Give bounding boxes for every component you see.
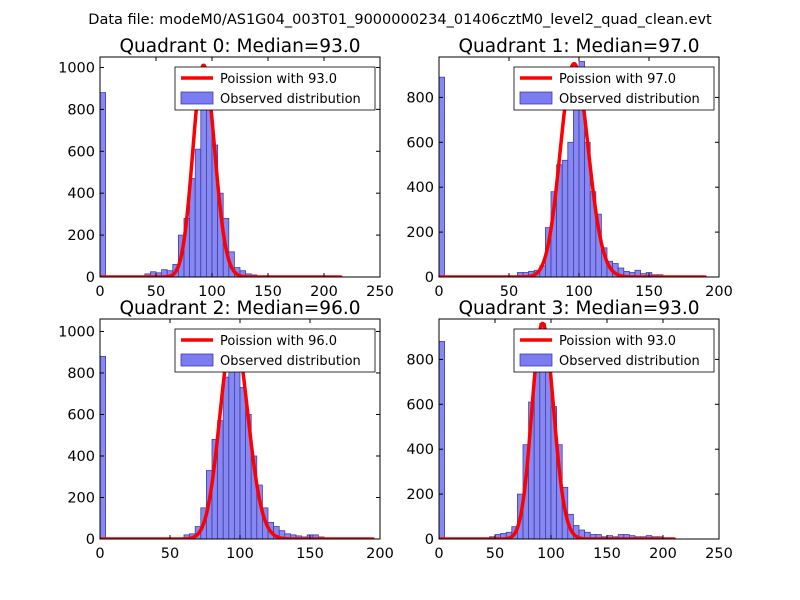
y-tick-label: 600 (406, 135, 434, 151)
y-tick-label: 800 (67, 102, 95, 118)
histogram-bar (233, 349, 241, 539)
y-tick-label: 600 (67, 144, 95, 160)
panel-title: Quadrant 1: Median=97.0 (458, 36, 699, 57)
histogram-bar (561, 159, 569, 277)
legend-bar-swatch (519, 353, 553, 367)
quadrant-0-panel: 0 50 100 150 200 250 0 200 400 600 800 1000 Quadrant… (58, 36, 394, 300)
plot-content (439, 61, 707, 277)
x-tick-label: 100 (537, 546, 565, 562)
axes-frame (99, 56, 381, 278)
y-tick-label: 0 (86, 532, 95, 548)
y-tick-label: 400 (406, 180, 434, 196)
legend-bar-swatch (180, 353, 214, 367)
histogram-bar (194, 148, 202, 277)
panel-title: Quadrant 3: Median=93.0 (458, 298, 699, 319)
legend-label: Observed distribution (220, 92, 361, 107)
poisson-curve (439, 321, 676, 539)
x-tick-label: 250 (705, 546, 733, 562)
figure-title: Data file: modeM0/AS1G04_003T01_90000002… (88, 12, 712, 28)
x-tick-label: 100 (565, 284, 593, 300)
legend-label: Poission with 97.0 (559, 72, 676, 87)
y-tick-label: 400 (67, 186, 95, 202)
legend-label: Observed distribution (220, 354, 361, 369)
legend-label: Observed distribution (559, 354, 700, 369)
y-tick-label: 0 (425, 532, 434, 548)
legend-label: Observed distribution (559, 92, 700, 107)
x-tick-label: 50 (500, 284, 518, 300)
x-tick-label: 250 (366, 284, 394, 300)
histogram-bar (567, 141, 574, 277)
panel-title: Quadrant 0: Median=93.0 (119, 36, 360, 57)
y-tick-label: 400 (406, 442, 434, 458)
x-tick-label: 150 (635, 284, 663, 300)
histogram-bar (439, 341, 445, 539)
x-tick-label: 0 (434, 284, 443, 300)
y-tick-label: 200 (406, 487, 434, 503)
legend: Poission with 97.0 Observed distribution (513, 66, 715, 111)
histogram-bar (200, 108, 207, 277)
x-tick-label: 150 (254, 284, 282, 300)
x-tick-label: 200 (366, 546, 394, 562)
x-tick-label: 150 (296, 546, 324, 562)
histogram-bar (222, 376, 230, 539)
panel-title: Quadrant 2: Median=96.0 (119, 298, 360, 319)
y-tick-label: 800 (406, 90, 434, 106)
legend: Poission with 96.0 Observed distribution (174, 328, 376, 373)
y-tick-label: 200 (406, 225, 434, 241)
legend-label: Poission with 93.0 (559, 334, 676, 349)
poisson-curve (439, 61, 707, 277)
x-tick-label: 200 (649, 546, 677, 562)
axes-frame (438, 318, 720, 540)
histogram-bar (100, 355, 106, 539)
legend-label: Poission with 93.0 (220, 72, 337, 87)
y-tick-label: 0 (86, 270, 95, 286)
x-tick-label: 100 (226, 546, 254, 562)
y-tick-label: 400 (67, 449, 95, 465)
x-tick-label: 50 (161, 546, 179, 562)
y-tick-label: 0 (425, 270, 434, 286)
plot-content (439, 321, 676, 539)
x-tick-label: 50 (486, 546, 504, 562)
x-tick-label: 100 (198, 284, 226, 300)
y-tick-label: 800 (67, 366, 95, 382)
x-tick-label: 0 (95, 284, 104, 300)
y-tick-label: 200 (67, 490, 95, 506)
x-tick-label: 200 (310, 284, 338, 300)
histogram-bar (439, 76, 445, 277)
x-tick-label: 200 (705, 284, 733, 300)
y-tick-label: 1000 (58, 324, 95, 340)
histogram-bar (573, 108, 580, 277)
y-tick-label: 600 (406, 397, 434, 413)
legend-bar-swatch (519, 91, 553, 105)
x-tick-label: 50 (147, 284, 165, 300)
legend: Poission with 93.0 Observed distribution (174, 66, 376, 111)
quadrant-3-panel: 0 50 100 150 200 250 0 200 400 600 800 Quadrant 3: … (406, 298, 733, 562)
histogram-bar (100, 92, 106, 277)
y-tick-label: 600 (67, 407, 95, 423)
poisson-curve (100, 63, 343, 277)
y-tick-label: 1000 (58, 60, 95, 76)
x-tick-label: 0 (95, 546, 104, 562)
y-tick-label: 800 (406, 352, 434, 368)
legend-label: Poission with 96.0 (220, 334, 337, 349)
y-tick-label: 200 (67, 228, 95, 244)
legend-bar-swatch (180, 91, 214, 105)
histogram-bar (239, 387, 246, 539)
quadrant-panels: 0 50 100 150 200 25002004006008001000Quadrant… (58, 36, 733, 562)
x-tick-label: 0 (434, 546, 443, 562)
quadrant-1-panel: 0 50 100 150 200 0 200 400 600 800 Quadrant 1: Med… (406, 36, 733, 300)
quadrant-2-panel: 0 50 100 150 200 0 200 400 600 800 1000 Quadrant 2:… (58, 298, 394, 562)
x-tick-label: 150 (593, 546, 621, 562)
legend: Poission with 93.0 Observed distribution (513, 328, 715, 373)
